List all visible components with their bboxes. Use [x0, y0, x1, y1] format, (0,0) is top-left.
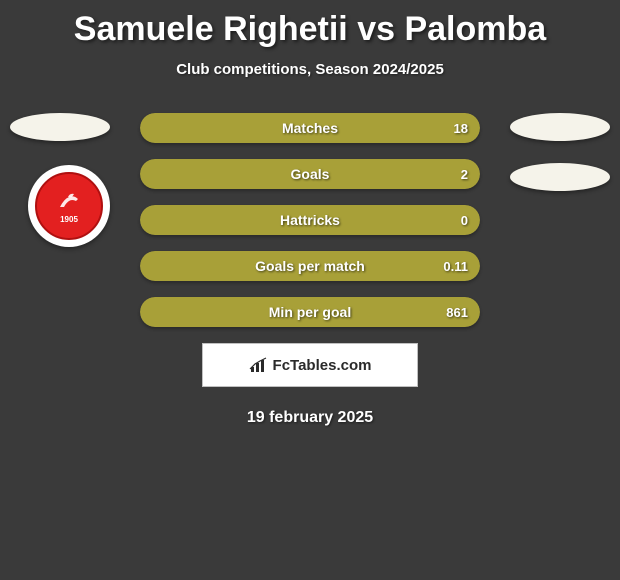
stat-value-right: 2: [461, 159, 468, 189]
stat-row: Matches18: [140, 113, 480, 143]
badge-year: 1905: [60, 215, 78, 224]
player-right-placeholder-2: [510, 163, 610, 191]
logo-text: FcTables.com: [273, 357, 372, 374]
source-logo: FcTables.com: [202, 343, 418, 387]
page-title: Samuele Righetii vs Palomba: [0, 0, 620, 49]
stat-value-right: 861: [446, 297, 468, 327]
stat-rows: Matches18 Goals2 Hattricks0 Goals per match…: [140, 113, 480, 327]
stat-label: Goals per match: [140, 251, 480, 281]
stat-label: Matches: [140, 113, 480, 143]
date-text: 19 february 2025: [0, 409, 620, 427]
stat-value-right: 18: [454, 113, 468, 143]
player-right-placeholder-1: [510, 113, 610, 141]
content-area: 1905 Matches18 Goals2 Hattricks0 Goals per …: [0, 113, 620, 327]
stat-row: Min per goal861: [140, 297, 480, 327]
stat-label: Hattricks: [140, 205, 480, 235]
stat-row: Goals per match0.11: [140, 251, 480, 281]
stat-row: Hattricks0: [140, 205, 480, 235]
subtitle: Club competitions, Season 2024/2025: [0, 61, 620, 78]
club-badge-inner: 1905: [35, 172, 103, 240]
stat-value-right: 0.11: [443, 251, 468, 281]
griffin-icon: [54, 189, 84, 213]
stat-value-right: 0: [461, 205, 468, 235]
stat-row: Goals2: [140, 159, 480, 189]
stat-label: Min per goal: [140, 297, 480, 327]
stat-label: Goals: [140, 159, 480, 189]
player-left-placeholder: [10, 113, 110, 141]
club-badge: 1905: [28, 165, 110, 247]
bar-chart-icon: [249, 357, 269, 373]
